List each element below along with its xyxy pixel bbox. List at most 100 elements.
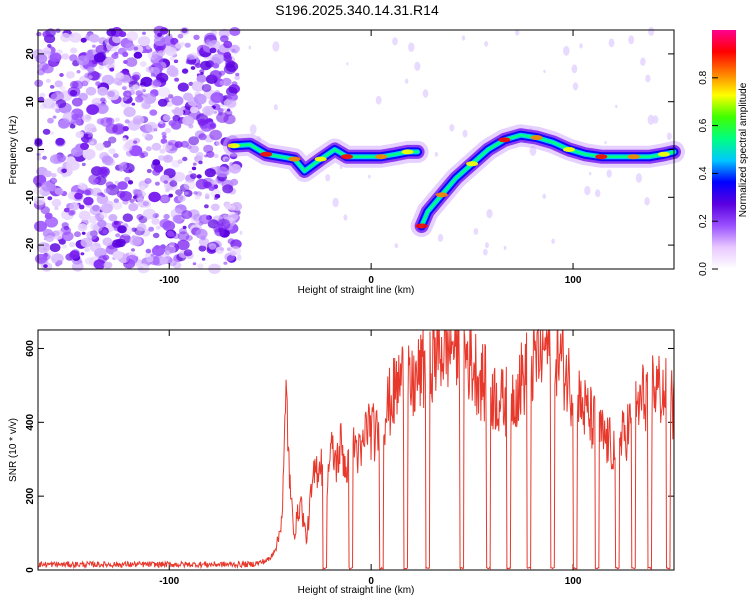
noise-blob <box>70 47 78 54</box>
noise-blob <box>182 225 187 230</box>
noise-blob <box>152 79 161 87</box>
noise-blob <box>95 81 101 87</box>
noise-blob <box>52 230 64 240</box>
noise-blob <box>184 42 191 48</box>
noise-blob <box>177 231 190 241</box>
noise-blob <box>69 80 79 89</box>
noise-blob <box>640 57 646 66</box>
noise-blob <box>60 32 71 43</box>
noise-blob <box>140 61 147 67</box>
noise-blob <box>213 153 219 159</box>
noise-blob <box>208 185 215 191</box>
noise-blob <box>159 218 171 229</box>
noise-blob <box>36 152 41 157</box>
spectrogram-xlabel: Height of straight line (km) <box>298 285 415 296</box>
y-tick-label: 600 <box>25 340 36 357</box>
noise-blob <box>169 56 175 61</box>
noise-blob <box>157 87 171 98</box>
noise-blob <box>133 51 143 59</box>
noise-blob <box>86 230 98 240</box>
noise-blob <box>122 143 133 152</box>
noise-blob <box>198 133 207 141</box>
noise-blob <box>248 45 252 50</box>
noise-blob <box>180 140 190 148</box>
noise-blob <box>214 227 225 237</box>
ridge-hotspot <box>314 156 327 162</box>
noise-blob <box>124 42 136 51</box>
ridge-hotspot <box>657 151 670 157</box>
noise-blob <box>162 135 167 139</box>
noise-blob <box>145 146 152 152</box>
ridge-hotspot <box>401 149 414 155</box>
noise-blob <box>177 82 189 92</box>
noise-blob <box>88 216 97 224</box>
colorbar-tick-label: 0.6 <box>698 118 709 132</box>
noise-blob <box>100 117 112 127</box>
noise-blob <box>128 202 139 212</box>
noise-blob <box>235 72 240 77</box>
noise-blob <box>83 189 91 196</box>
noise-blob <box>84 247 90 253</box>
noise-blob <box>140 101 151 110</box>
noise-blob <box>125 57 138 67</box>
noise-blob <box>36 242 51 254</box>
noise-blob <box>101 155 114 166</box>
noise-blob <box>144 178 152 184</box>
noise-blob <box>229 162 234 166</box>
chart-title: S196.2025.340.14.31.R14 <box>275 2 439 18</box>
noise-blob <box>43 264 48 268</box>
noise-blob <box>231 48 236 53</box>
noise-blob <box>42 30 51 38</box>
noise-blob <box>145 45 151 50</box>
noise-blob <box>103 188 111 194</box>
noise-blob <box>118 162 128 170</box>
noise-blob <box>127 180 134 185</box>
noise-blob <box>83 196 94 206</box>
noise-blob <box>193 191 198 195</box>
noise-blob <box>78 204 85 210</box>
noise-blob <box>125 252 130 256</box>
noise-blob <box>165 33 173 39</box>
noise-blob <box>82 148 96 160</box>
noise-blob <box>635 173 643 183</box>
spectrogram-ridge <box>222 124 685 237</box>
noise-blob <box>153 164 164 173</box>
noise-blob <box>105 56 115 65</box>
x-tick-label: -100 <box>159 275 179 286</box>
noise-blob <box>197 118 207 127</box>
noise-blob <box>87 66 95 73</box>
noise-blob <box>606 169 612 178</box>
noise-blob <box>204 168 216 178</box>
noise-blob <box>122 86 127 90</box>
noise-blob <box>190 173 197 180</box>
noise-blob <box>34 220 47 232</box>
noise-blob <box>98 65 104 70</box>
noise-blob <box>173 59 179 64</box>
noise-blob <box>113 198 120 203</box>
noise-blob <box>54 80 63 88</box>
noise-blob <box>102 229 108 234</box>
noise-blob <box>194 194 201 200</box>
noise-blob <box>120 74 131 84</box>
noise-blob <box>82 114 92 123</box>
noise-blob <box>124 119 130 124</box>
x-tick-label: 0 <box>368 275 374 286</box>
noise-blob <box>170 37 179 45</box>
noise-blob <box>485 242 489 249</box>
noise-blob <box>151 245 165 257</box>
noise-blob <box>189 106 199 114</box>
noise-blob <box>121 96 128 102</box>
noise-blob <box>219 80 226 86</box>
noise-blob <box>222 184 234 194</box>
noise-blob <box>217 219 231 230</box>
noise-blob <box>219 247 224 251</box>
noise-blob <box>69 54 78 62</box>
snr-frame <box>37 329 675 571</box>
noise-blob <box>198 160 203 165</box>
noise-blob <box>190 66 196 70</box>
noise-blob <box>135 95 144 103</box>
noise-blob <box>97 51 106 59</box>
noise-blob <box>113 77 122 85</box>
ridge-hotspot <box>498 137 511 143</box>
noise-blob <box>209 47 217 54</box>
